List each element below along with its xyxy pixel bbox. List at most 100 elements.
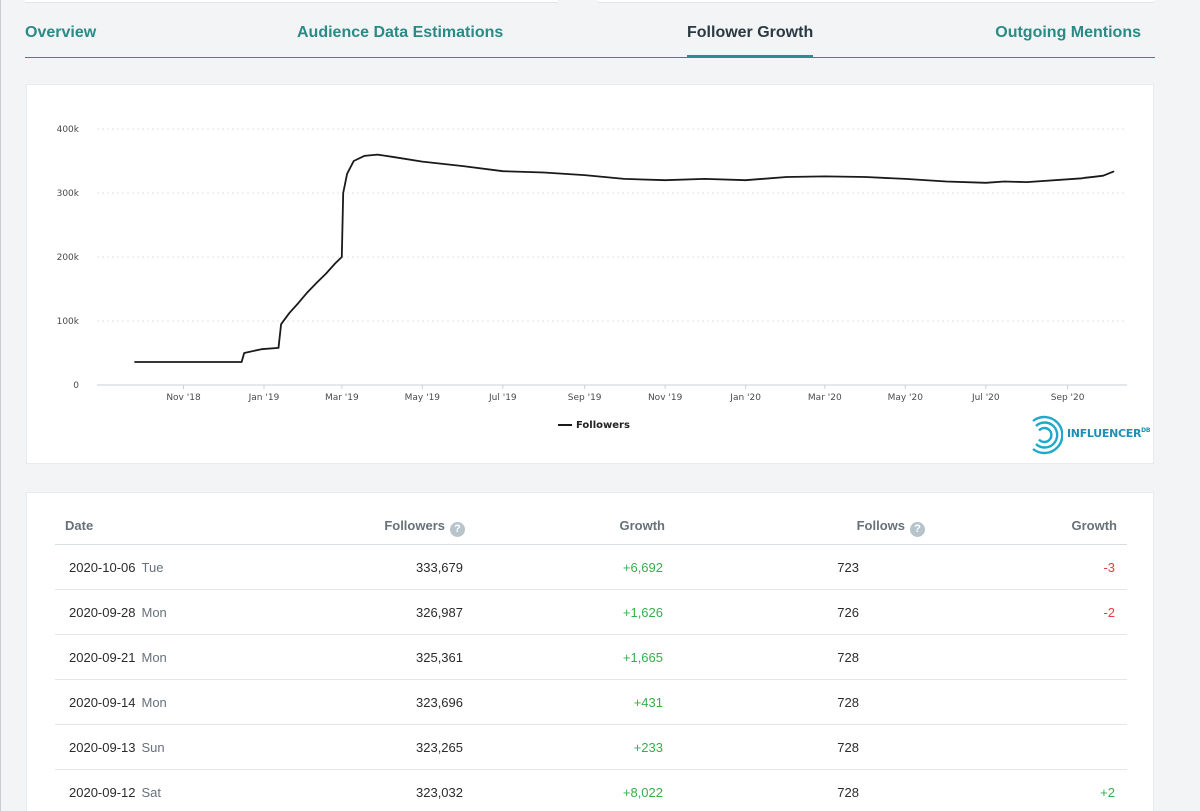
followers-cell: 323,265: [416, 740, 463, 755]
x-tick-label: Nov '19: [648, 393, 683, 403]
follows-growth-cell: -3: [1103, 560, 1115, 575]
data-point[interactable]: [1026, 181, 1028, 183]
data-point[interactable]: [1084, 177, 1086, 179]
data-point[interactable]: [297, 302, 299, 304]
data-point[interactable]: [241, 361, 243, 363]
follower-growth-chart-card: 0 100k 200k 300k 400k Nov '18 Jan '19 Mar '19 M…: [26, 84, 1154, 464]
column-header-follows[interactable]: Follows?: [857, 518, 925, 537]
data-point[interactable]: [1102, 175, 1104, 177]
table-row: 2020-09-13 Sun 323,265 +233 728: [55, 725, 1127, 770]
date-cell: 2020-09-14 Mon: [69, 695, 167, 711]
column-header-follows-growth[interactable]: Growth: [1071, 518, 1118, 533]
x-tick-label: Mar '20: [808, 393, 842, 403]
table-header: Date Followers? Growth Follows? Growth: [55, 493, 1127, 545]
chart-series: [134, 153, 1115, 363]
y-tick-label: 300k: [57, 189, 80, 199]
date-cell: 2020-09-13 Sun: [69, 740, 165, 756]
follower-growth-chart: 0 100k 200k 300k 400k Nov '18 Jan '19 Mar '19 M…: [57, 125, 1127, 431]
y-axis: 0 100k 200k 300k 400k: [57, 125, 80, 391]
data-point[interactable]: [325, 273, 327, 275]
follows-cell: 728: [837, 695, 859, 710]
data-point[interactable]: [306, 291, 309, 293]
data-point[interactable]: [745, 179, 747, 181]
followers-cell: 333,679: [416, 560, 463, 575]
date-value: 2020-09-21: [69, 650, 136, 665]
legend-label-followers: Followers: [576, 420, 630, 431]
date-value: 2020-09-13: [69, 740, 136, 755]
y-tick-label: 0: [73, 381, 79, 391]
table-row: 2020-09-21 Mon 325,361 +1,665 728: [55, 635, 1127, 680]
followers-cell: 325,361: [416, 650, 463, 665]
data-point[interactable]: [421, 161, 423, 163]
help-icon[interactable]: ?: [450, 522, 465, 537]
top-cards-edge: [1, 0, 1200, 4]
data-point[interactable]: [704, 178, 706, 180]
x-tick-label: Nov '18: [166, 393, 201, 403]
data-point[interactable]: [243, 352, 245, 354]
data-point[interactable]: [341, 256, 343, 258]
tab-overview[interactable]: Overview: [25, 24, 97, 41]
data-point[interactable]: [1003, 180, 1005, 183]
data-point[interactable]: [342, 192, 344, 194]
data-point[interactable]: [316, 282, 318, 284]
data-point[interactable]: [865, 176, 867, 178]
table-row: 2020-10-06 Tue 333,679 +6,692 723 -3: [55, 545, 1127, 590]
data-point[interactable]: [260, 348, 262, 350]
data-point[interactable]: [334, 262, 336, 264]
data-point[interactable]: [376, 154, 379, 156]
data-point[interactable]: [904, 178, 906, 180]
tab-outgoing-mentions[interactable]: Outgoing Mentions: [995, 24, 1141, 41]
data-point[interactable]: [1113, 170, 1115, 172]
column-header-growth[interactable]: Growth: [619, 518, 666, 533]
table-row: 2020-09-14 Mon 323,696 +431 728: [55, 680, 1127, 725]
data-point[interactable]: [664, 179, 666, 181]
data-point[interactable]: [824, 175, 826, 177]
data-point[interactable]: [1081, 177, 1083, 179]
date-cell: 2020-10-06 Tue: [69, 560, 163, 576]
logo-icon: [1032, 415, 1063, 455]
column-header-followers[interactable]: Followers?: [384, 518, 465, 537]
data-point[interactable]: [945, 180, 947, 183]
help-icon[interactable]: ?: [910, 522, 925, 537]
followers-growth-cell: +8,022: [622, 785, 663, 800]
data-point[interactable]: [288, 312, 290, 314]
x-tick-label: May '19: [405, 393, 441, 403]
follows-growth-cell: +2: [1100, 785, 1115, 800]
follows-cell: 728: [837, 740, 859, 755]
table-row: 2020-09-12 Sat 323,032 +8,022 728 +2: [55, 770, 1127, 811]
follows-cell: 723: [837, 560, 859, 575]
date-value: 2020-09-28: [69, 605, 136, 620]
data-point[interactable]: [623, 178, 625, 180]
data-point[interactable]: [502, 170, 504, 172]
weekday-value: Mon: [141, 695, 167, 710]
logo-wordmark: INFLUENCERDB: [1067, 427, 1150, 440]
x-tick-label: May '20: [888, 393, 924, 403]
data-point[interactable]: [584, 174, 586, 176]
logo-sup: DB: [1141, 427, 1151, 434]
influencer-db-logo: INFLUENCERDB: [1027, 415, 1150, 455]
data-point[interactable]: [363, 155, 365, 157]
column-header-date[interactable]: Date: [65, 518, 94, 533]
data-point[interactable]: [353, 160, 355, 162]
data-point[interactable]: [277, 347, 280, 349]
data-point[interactable]: [462, 165, 464, 167]
followers-growth-cell: +1,665: [622, 650, 663, 665]
data-point[interactable]: [1093, 176, 1095, 178]
x-tick-label: Jan '20: [729, 393, 761, 403]
tab-follower-growth[interactable]: Follower Growth: [687, 22, 814, 57]
data-point[interactable]: [134, 361, 136, 363]
data-point[interactable]: [394, 156, 396, 158]
data-point[interactable]: [785, 176, 788, 178]
x-tick-label: Jul '19: [488, 393, 517, 403]
series-line-followers[interactable]: [134, 153, 1115, 363]
data-point[interactable]: [346, 173, 348, 175]
data-point[interactable]: [543, 171, 545, 174]
date-cell: 2020-09-12 Sat: [69, 785, 161, 801]
data-point[interactable]: [985, 182, 987, 184]
x-tick-label: Jul '20: [971, 393, 1000, 403]
card-edge-right: [598, 0, 1154, 3]
data-point[interactable]: [280, 323, 282, 325]
followers-growth-cell: +6,692: [622, 560, 663, 575]
tab-audience-data-estimations[interactable]: Audience Data Estimations: [297, 24, 504, 41]
chart-legend[interactable]: Followers: [558, 420, 630, 431]
